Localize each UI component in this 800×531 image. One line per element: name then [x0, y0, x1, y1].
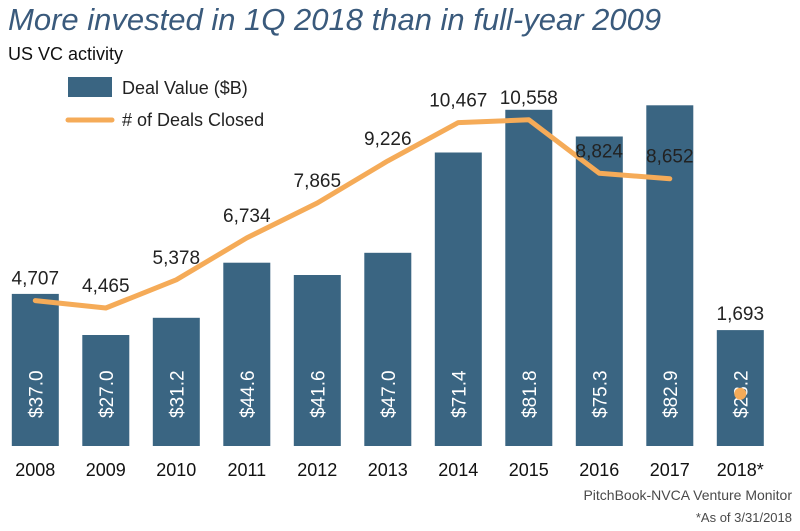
- x-tick-label: 2009: [86, 460, 126, 480]
- bar-value-label: $44.6: [238, 370, 259, 418]
- bar-2016: [575, 136, 623, 446]
- x-tick-label: 2012: [297, 460, 337, 480]
- x-tick-label: 2013: [368, 460, 408, 480]
- bar-2011: [223, 262, 271, 446]
- bar-value-label: $75.3: [590, 370, 611, 418]
- deal-count-label: 9,226: [364, 129, 412, 150]
- chart-title: More invested in 1Q 2018 than in full-ye…: [8, 2, 662, 37]
- x-tick-label: 2017: [650, 460, 690, 480]
- deal-count-label: 8,824: [576, 141, 624, 162]
- bar-value-label: $81.8: [520, 370, 541, 418]
- x-tick-label: 2015: [509, 460, 549, 480]
- bar-2017: [646, 105, 694, 447]
- legend-bar-label: Deal Value ($B): [122, 78, 248, 98]
- x-tick-label: 2014: [438, 460, 478, 480]
- deals-point-2018: [734, 387, 747, 400]
- bar-value-label: $41.6: [308, 370, 329, 418]
- bar-value-label: $47.0: [379, 370, 400, 418]
- legend-bar-swatch: [68, 77, 112, 97]
- bar-2012: [293, 275, 341, 446]
- bar-2014: [434, 152, 482, 446]
- deal-count-label: 6,734: [223, 206, 271, 227]
- deal-count-label: 7,865: [294, 171, 342, 192]
- legend: Deal Value ($B) # of Deals Closed: [65, 77, 264, 130]
- bar-2009: [82, 335, 130, 446]
- deal-count-label: 1,693: [717, 304, 765, 325]
- deal-count-label: 5,378: [153, 248, 201, 269]
- bar-2013: [364, 252, 412, 446]
- x-tick-label: 2016: [579, 460, 619, 480]
- legend-line-label: # of Deals Closed: [122, 110, 264, 130]
- deal-count-label: 4,465: [82, 276, 130, 297]
- deal-count-label: 10,558: [500, 88, 558, 109]
- deal-count-label: 8,652: [646, 147, 694, 168]
- x-tick-label: 2011: [227, 460, 266, 480]
- bar-value-label: $82.9: [661, 370, 682, 418]
- bar-value-label: $71.4: [449, 370, 470, 418]
- deals-line: [32, 117, 673, 311]
- bar-2008: [11, 293, 59, 446]
- source-credit: PitchBook-NVCA Venture Monitor: [583, 487, 792, 503]
- deal-count-label: 4,707: [12, 269, 60, 290]
- bar-value-label: $31.2: [167, 370, 188, 418]
- x-tick-label: 2010: [156, 460, 196, 480]
- bar-2015: [505, 109, 553, 447]
- footnote: *As of 3/31/2018: [695, 510, 792, 525]
- x-tick-label: 2018*: [717, 460, 764, 480]
- deal-count-label: 10,467: [429, 91, 487, 112]
- chart-subtitle: US VC activity: [8, 44, 124, 64]
- bar-2010: [152, 317, 200, 446]
- bar-value-label: $37.0: [26, 370, 47, 418]
- bar-value-label: $27.0: [97, 370, 118, 418]
- x-tick-label: 2008: [15, 460, 55, 480]
